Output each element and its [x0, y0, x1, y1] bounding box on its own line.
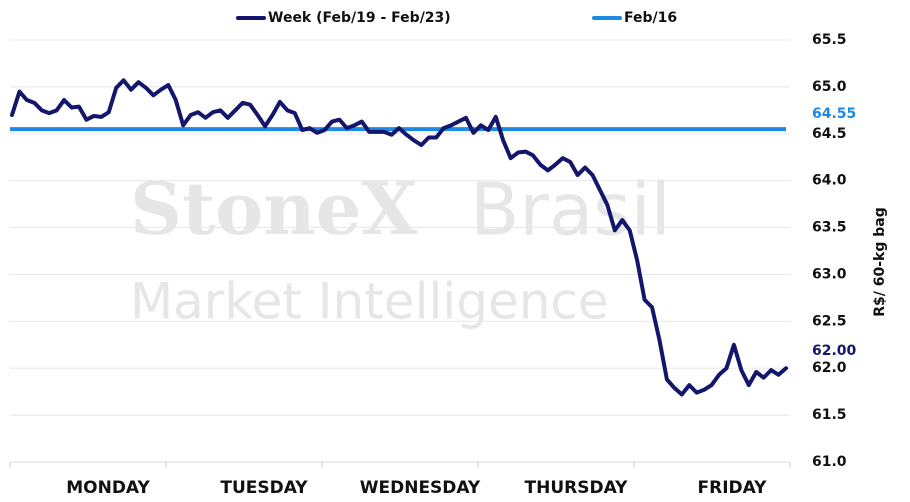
- y-tick-label: 61.5: [812, 407, 847, 423]
- y-tick-label: 62.5: [812, 313, 847, 329]
- line-series: [10, 78, 788, 397]
- legend-label: Feb/16: [624, 10, 677, 26]
- x-tick-label: THURSDAY: [525, 478, 629, 498]
- x-tick-label: TUESDAY: [220, 478, 308, 498]
- x-tick-label: MONDAY: [66, 478, 150, 498]
- x-tick-label: FRIDAY: [698, 478, 768, 498]
- y-tick-label: 63.0: [812, 266, 847, 282]
- y-tick-label: 65.5: [812, 32, 847, 48]
- y-tick-label: 64.0: [812, 173, 847, 189]
- y-tick-label: 63.5: [812, 220, 847, 236]
- watermark: Brasil: [470, 168, 671, 252]
- legend-label: Week (Feb/19 - Feb/23): [268, 10, 451, 26]
- y-tick-label: 61.0: [812, 454, 847, 470]
- ref-value-label: 64.55: [812, 106, 856, 122]
- y-tick-label: 62.0: [812, 360, 847, 376]
- end-value-label: 62.00: [812, 343, 857, 359]
- x-tick-label: WEDNESDAY: [360, 478, 481, 498]
- y-tick-label: 65.0: [812, 79, 847, 95]
- watermark: StoneX: [130, 166, 417, 251]
- y-tick-label: 64.5: [812, 126, 847, 142]
- y-axis-label: R$/ 60-kg bag: [872, 207, 888, 317]
